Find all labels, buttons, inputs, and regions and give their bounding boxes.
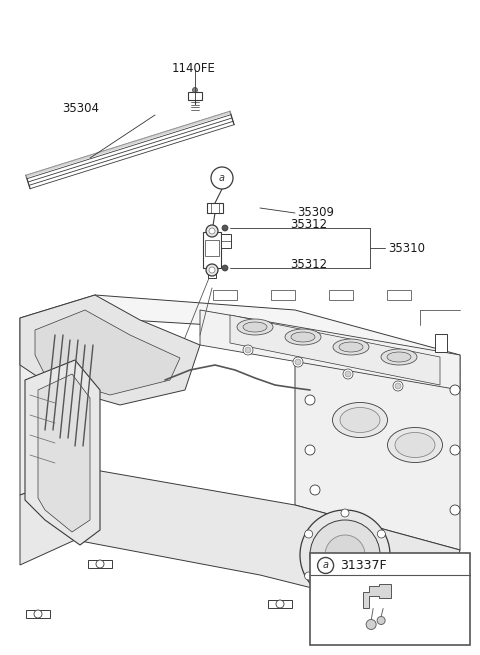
Bar	[188, 92, 202, 100]
Bar	[310, 553, 470, 645]
Ellipse shape	[285, 329, 321, 345]
Circle shape	[34, 610, 42, 618]
Text: 35312: 35312	[290, 259, 327, 272]
Circle shape	[243, 345, 253, 355]
Polygon shape	[95, 295, 460, 375]
Polygon shape	[200, 310, 460, 390]
Circle shape	[450, 505, 460, 515]
Circle shape	[450, 445, 460, 455]
Polygon shape	[25, 360, 100, 545]
Bar	[428, 600, 452, 608]
Ellipse shape	[395, 432, 435, 457]
Circle shape	[343, 369, 353, 379]
Text: 1140FE: 1140FE	[172, 62, 216, 75]
Text: 35309: 35309	[297, 206, 334, 219]
Polygon shape	[38, 374, 90, 532]
Polygon shape	[20, 295, 95, 495]
Circle shape	[450, 385, 460, 395]
Ellipse shape	[387, 352, 411, 362]
Bar	[207, 203, 223, 213]
Bar	[271, 290, 295, 300]
Circle shape	[305, 395, 315, 405]
Bar	[205, 240, 219, 256]
Circle shape	[96, 560, 104, 568]
Text: 31337F: 31337F	[340, 559, 386, 572]
Bar	[435, 334, 447, 352]
Circle shape	[345, 371, 351, 377]
Circle shape	[222, 225, 228, 231]
Ellipse shape	[237, 319, 273, 335]
Bar	[329, 290, 353, 300]
Ellipse shape	[333, 403, 387, 438]
Circle shape	[318, 557, 334, 574]
Circle shape	[211, 167, 233, 189]
Polygon shape	[26, 111, 230, 178]
Bar	[208, 268, 216, 278]
Circle shape	[310, 485, 320, 495]
Polygon shape	[20, 295, 200, 405]
Bar	[387, 290, 411, 300]
Circle shape	[395, 383, 401, 389]
Circle shape	[377, 572, 385, 580]
Circle shape	[300, 510, 390, 600]
Circle shape	[341, 593, 349, 601]
Circle shape	[209, 228, 215, 234]
Circle shape	[310, 520, 380, 590]
Circle shape	[305, 572, 312, 580]
Polygon shape	[295, 330, 460, 550]
Circle shape	[295, 359, 301, 365]
Text: 35304: 35304	[62, 102, 99, 115]
Circle shape	[222, 265, 228, 271]
Circle shape	[293, 357, 303, 367]
Bar	[203, 232, 221, 268]
Bar	[268, 600, 292, 608]
Circle shape	[341, 509, 349, 517]
Circle shape	[436, 600, 444, 608]
Circle shape	[393, 381, 403, 391]
Polygon shape	[20, 470, 460, 620]
Circle shape	[377, 530, 385, 538]
Bar	[26, 610, 50, 618]
Text: a: a	[323, 561, 329, 571]
Ellipse shape	[381, 349, 417, 365]
Circle shape	[245, 347, 251, 353]
Bar	[213, 290, 237, 300]
Circle shape	[209, 267, 215, 273]
Ellipse shape	[387, 428, 443, 462]
Ellipse shape	[339, 342, 363, 352]
Ellipse shape	[333, 339, 369, 355]
Polygon shape	[35, 310, 180, 395]
Circle shape	[192, 88, 197, 92]
Ellipse shape	[243, 322, 267, 332]
Circle shape	[366, 620, 376, 629]
Text: 35310: 35310	[388, 242, 425, 255]
Circle shape	[276, 600, 284, 608]
Circle shape	[305, 445, 315, 455]
Circle shape	[305, 530, 312, 538]
Bar	[221, 234, 231, 248]
Bar	[88, 560, 112, 568]
Text: 35312: 35312	[290, 219, 327, 231]
Circle shape	[377, 616, 385, 624]
Polygon shape	[363, 584, 391, 608]
Circle shape	[206, 225, 218, 237]
Circle shape	[206, 264, 218, 276]
Text: a: a	[219, 173, 225, 183]
Ellipse shape	[291, 332, 315, 342]
Circle shape	[325, 535, 365, 575]
Polygon shape	[230, 315, 440, 385]
Ellipse shape	[340, 407, 380, 432]
